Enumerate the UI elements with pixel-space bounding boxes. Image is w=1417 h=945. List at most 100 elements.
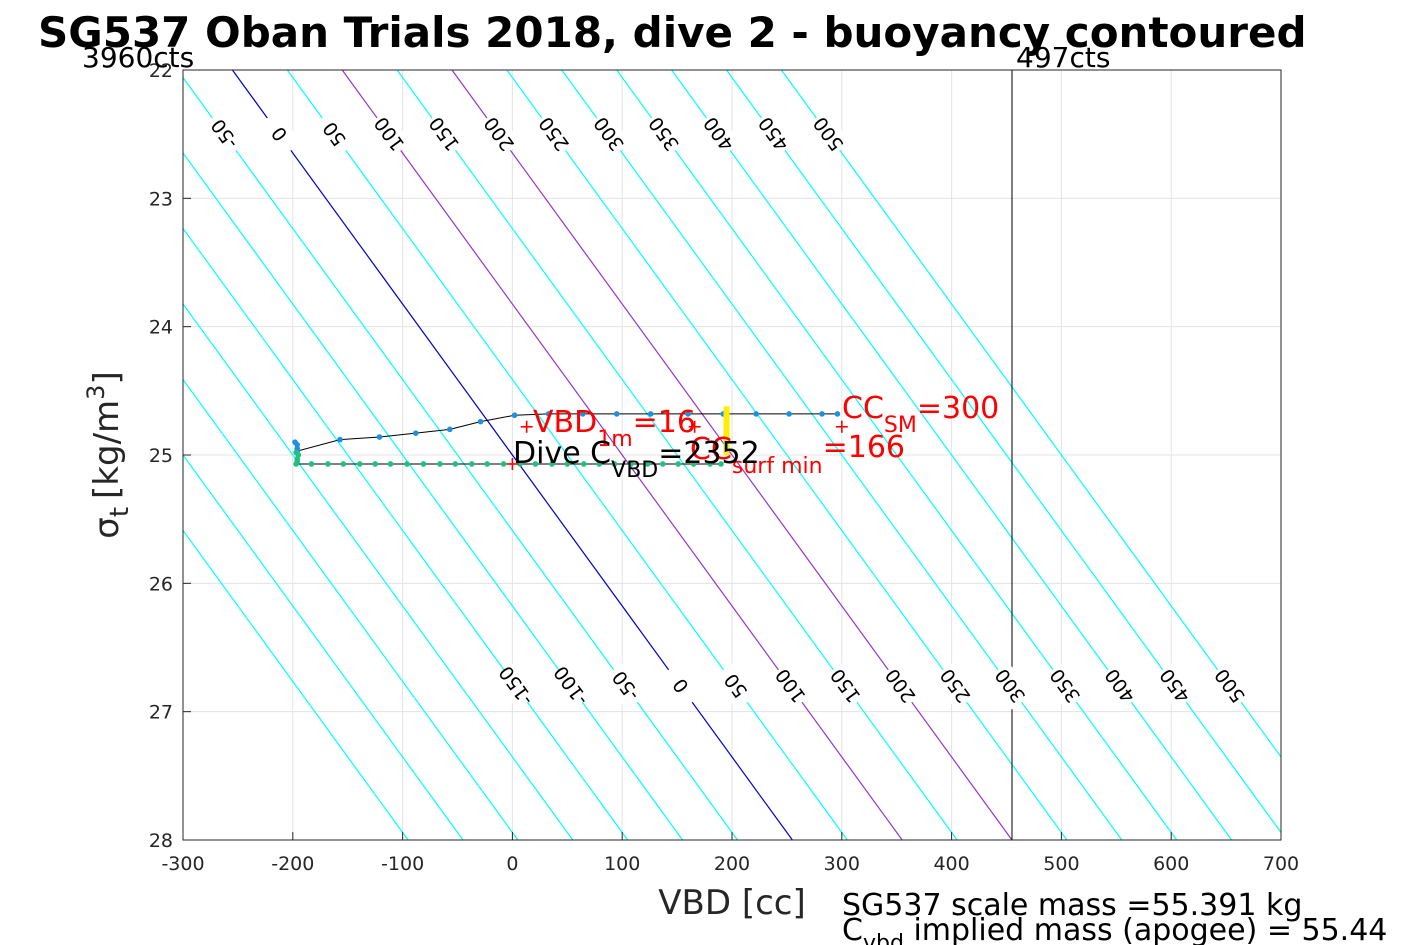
cc-sm-value: =300 <box>917 391 999 426</box>
data-point <box>437 461 443 467</box>
contour-label-bg <box>1042 662 1087 710</box>
contour-label-bg <box>641 110 686 158</box>
contour-label-bg <box>586 110 631 158</box>
contour-label-bg <box>695 110 741 158</box>
contour-line <box>561 70 1123 840</box>
data-point <box>511 412 518 419</box>
data-point <box>477 418 484 425</box>
y-axis-label-sigma: σ <box>87 517 127 539</box>
contour-line <box>780 70 1281 758</box>
contour-label-bg <box>548 662 593 710</box>
x-tick-label: 0 <box>506 853 518 875</box>
data-point <box>500 461 507 467</box>
data-point <box>294 441 300 448</box>
y-tick-label: 22 <box>149 60 173 82</box>
right-limit-label: 497cts <box>1016 41 1110 74</box>
dive-cvbd-annotation: Dive CVBD=2352 <box>513 436 760 483</box>
y-tick-label: 28 <box>149 830 173 852</box>
contour-label-bg <box>531 110 576 158</box>
contour-label-bg <box>476 110 521 158</box>
contour-line <box>506 70 1068 840</box>
x-tick-label: 600 <box>1153 853 1189 875</box>
data-point <box>611 461 618 467</box>
data-point <box>580 461 587 467</box>
x-tick-label: 500 <box>1043 853 1079 875</box>
data-point <box>532 461 539 467</box>
contour-line <box>451 70 1013 840</box>
x-tick-label: 200 <box>714 853 750 875</box>
contour-label-bg <box>1207 662 1252 710</box>
contour-line <box>286 70 848 840</box>
vbd-1m-annotation: VBD1m=16 <box>533 405 696 452</box>
vbd-1m-sub: 1m <box>597 427 632 452</box>
x-tick-label: -100 <box>381 853 424 875</box>
contour-label-bg <box>767 662 813 710</box>
y-tick-label: 24 <box>149 317 173 339</box>
x-axis-label: VBD [cc] <box>658 883 806 923</box>
y-axis-label-sub: t <box>105 507 135 517</box>
data-point <box>644 461 651 467</box>
y-tick-label: 25 <box>149 445 173 467</box>
cc-surf-min-value: =166 <box>823 430 905 465</box>
x-tick-label: -300 <box>161 853 204 875</box>
series-line <box>294 413 838 452</box>
data-point <box>468 461 475 467</box>
data-point <box>675 461 681 467</box>
cc-surf-min-sub: surf min <box>732 454 823 479</box>
contour-line <box>671 70 1233 840</box>
data-point <box>545 411 552 417</box>
cc-surf-min-annotation: CCsurf min=166 <box>690 430 905 479</box>
contour-label-bg <box>658 662 703 710</box>
left-limit-label: 3960cts <box>82 41 194 74</box>
contour-label-bg <box>366 110 412 158</box>
data-point <box>753 411 759 417</box>
contour-label-bg <box>201 110 247 158</box>
data-point <box>447 426 453 433</box>
data-point <box>834 411 841 417</box>
contour-label-bg <box>311 110 357 158</box>
contour-line <box>183 529 409 840</box>
contour-line <box>183 152 684 840</box>
y-axis-label: σt [kg/m3] <box>82 371 135 538</box>
contour-label-bg <box>493 662 538 710</box>
x-tick-label: 300 <box>824 853 860 875</box>
contour-line <box>183 453 464 840</box>
footer-implied-rest: implied mass (apogee) = 55.44 <box>904 913 1388 945</box>
footer-c: C <box>842 913 863 945</box>
cc-surf-min-main: CC <box>690 432 732 467</box>
footer-implied-mass: Cvbd implied mass (apogee) = 55.44 <box>842 913 1387 945</box>
contour-line <box>341 70 903 840</box>
contour-line <box>726 70 1281 834</box>
data-point <box>647 411 654 417</box>
data-point <box>549 461 555 467</box>
data-point <box>613 411 620 417</box>
data-point <box>579 411 586 417</box>
data-point <box>412 430 419 436</box>
y-axis-label-unit: [kg/m <box>87 400 127 499</box>
contour-line <box>396 70 958 840</box>
x-tick-label: 400 <box>933 853 969 875</box>
data-point <box>564 461 571 467</box>
data-point <box>376 434 383 440</box>
y-tick-label: 27 <box>149 702 173 724</box>
dive-cvbd-value: =2352 <box>658 436 759 471</box>
data-point <box>685 411 691 417</box>
axis-ticks: -300 -200 -100 0 100 200 300 400 500 600 700 22 23 24… <box>149 60 1299 875</box>
y-tick-label: 23 <box>149 188 173 210</box>
data-point <box>707 461 713 467</box>
data-point <box>293 461 299 467</box>
data-point <box>356 461 363 467</box>
dive-cvbd-sub: VBD <box>611 458 658 483</box>
contour-label-bg <box>1152 662 1197 710</box>
data-point <box>308 461 315 467</box>
data-point <box>484 461 490 467</box>
y-axis-label-sup: 3 <box>82 385 110 400</box>
data-point <box>517 461 523 467</box>
x-tick-label: 100 <box>604 853 640 875</box>
data-point <box>420 461 427 467</box>
x-tick-label: 700 <box>1263 853 1299 875</box>
contour-label-bg <box>805 110 851 158</box>
data-point <box>325 461 331 467</box>
cc-sm-annotation: CCSM=300 <box>842 391 999 438</box>
contour-label-bg <box>822 662 868 710</box>
